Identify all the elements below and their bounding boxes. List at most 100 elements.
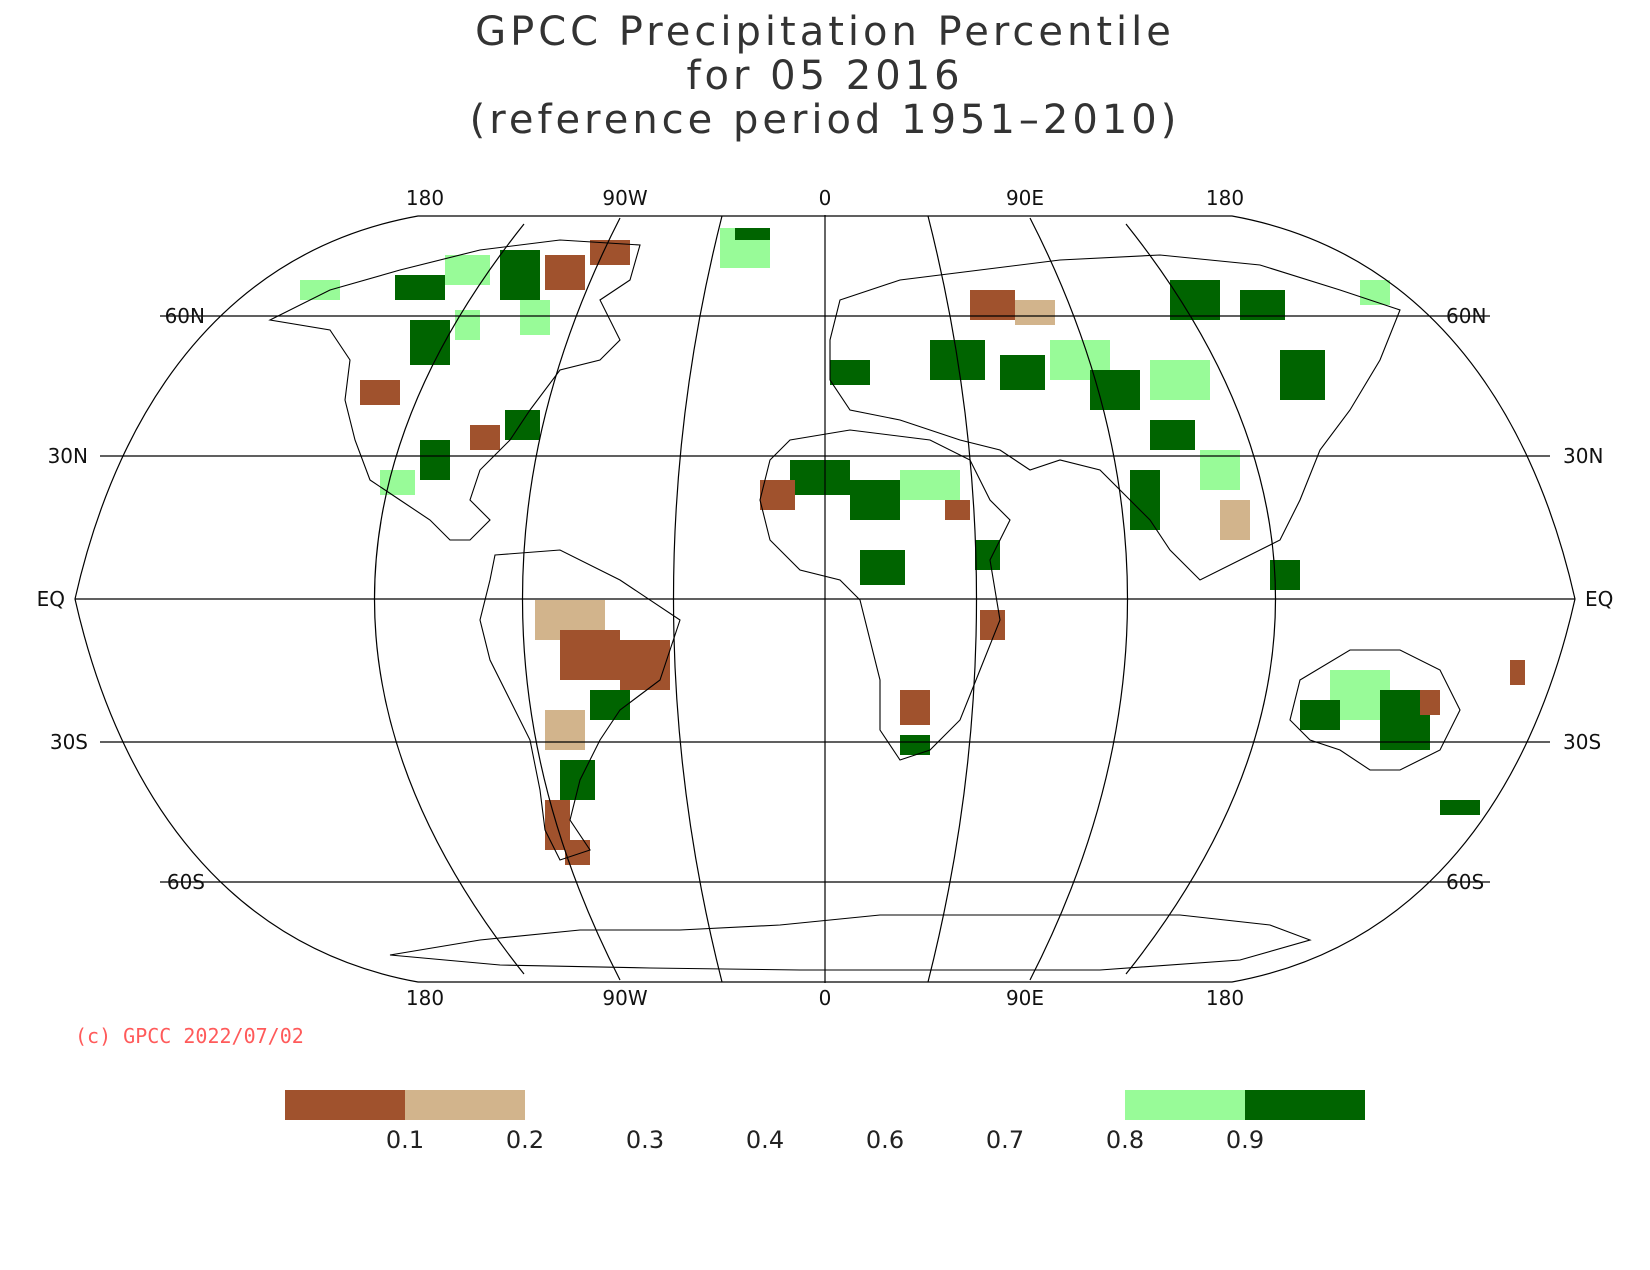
precip-patches: [300, 228, 1525, 865]
patch-wet-strong: [500, 250, 540, 300]
patch-dry-strong: [1510, 660, 1525, 685]
lon-label-top: 180: [1206, 186, 1244, 210]
colorbar-tick-label: 0.4: [745, 1126, 785, 1154]
lat-label-left: EQ: [37, 587, 65, 611]
meridian-45e: [927, 215, 978, 983]
coastlines: [268, 239, 1461, 971]
patch-wet-strong: [1000, 355, 1045, 390]
lon-label-bottom: 0: [819, 986, 832, 1010]
patch-wet-strong: [1150, 420, 1195, 450]
patch-wet-strong: [1440, 800, 1480, 815]
lat-label-right: 60N: [1446, 304, 1486, 328]
patch-dry-strong: [620, 640, 670, 690]
patch-wet-strong: [735, 228, 770, 240]
lat-label-right: 30N: [1563, 444, 1603, 468]
patch-wet-strong: [1280, 350, 1325, 400]
patch-dry-strong: [560, 630, 620, 680]
patch-wet-strong: [975, 540, 1000, 570]
meridian-90e: [1029, 217, 1128, 981]
patch-wet: [455, 310, 480, 340]
patch-dry-strong: [1420, 690, 1440, 715]
lat-label-left: 30S: [50, 730, 88, 754]
lon-label-top: 0: [819, 186, 832, 210]
patch-wet-strong: [395, 275, 445, 300]
coast-south-america: [479, 549, 681, 861]
patch-wet: [900, 470, 960, 500]
patch-dry: [1220, 500, 1250, 540]
lat-label-right: 30S: [1563, 730, 1601, 754]
patch-wet: [1150, 360, 1210, 400]
patch-dry-strong: [760, 480, 795, 510]
lat-label-right: EQ: [1585, 587, 1613, 611]
patch-wet-strong: [900, 735, 930, 755]
lon-label-top: 180: [406, 186, 444, 210]
meridian-45w: [672, 215, 723, 983]
colorbar-swatch-wet-strong: [1245, 1090, 1365, 1120]
copyright-text: (c) GPCC 2022/07/02: [75, 1024, 304, 1048]
lat-label-left: 30N: [48, 444, 88, 468]
colorbar-swatch-wet: [1125, 1090, 1245, 1120]
map-title-line1: GPCC Precipitation Percentile: [475, 9, 1175, 55]
patch-wet-strong: [560, 760, 595, 800]
lon-label-top: 90W: [602, 186, 647, 210]
coast-north-america: [268, 239, 641, 541]
map-outline: [74, 215, 1576, 983]
patch-wet-strong: [830, 360, 870, 385]
patch-wet-strong: [1090, 370, 1140, 410]
colorbar-tick-label: 0.2: [505, 1126, 545, 1154]
patch-wet-strong: [420, 440, 450, 480]
patch-wet-strong: [1170, 280, 1220, 320]
patch-wet-strong: [410, 320, 450, 365]
patch-wet: [520, 300, 550, 335]
graticule-labels: 180 90W 0 90E 180 180 90W 0 90E 180 60N …: [37, 186, 1614, 1010]
patch-wet-strong: [790, 460, 850, 495]
graticule: [74, 215, 1576, 983]
coast-antarctica: [389, 914, 1312, 971]
patch-wet: [380, 470, 415, 495]
colorbar-tick-label: 0.7: [985, 1126, 1025, 1154]
map-title-line2: for 05 2016: [686, 53, 964, 99]
colorbar-tick-label: 0.1: [385, 1126, 425, 1154]
lon-label-bottom: 90E: [1006, 986, 1044, 1010]
patch-wet-strong: [1300, 700, 1340, 730]
meridian-135e: [1125, 223, 1277, 975]
patch-dry: [1015, 300, 1055, 325]
coast-eurasia: [829, 254, 1401, 581]
colorbar-tick-label: 0.8: [1105, 1126, 1145, 1154]
colorbar-tick-label: 0.9: [1225, 1126, 1265, 1154]
patch-dry-strong: [545, 255, 585, 290]
patch-wet: [445, 255, 490, 285]
patch-dry-strong: [470, 425, 500, 450]
lon-label-top: 90E: [1006, 186, 1044, 210]
patch-wet-strong: [1130, 470, 1160, 530]
meridian-90w: [522, 217, 621, 981]
colorbar-swatch-dry: [405, 1090, 525, 1120]
patch-wet: [300, 280, 340, 300]
patch-wet-strong: [1240, 290, 1285, 320]
patch-dry-strong: [980, 610, 1005, 640]
coast-australia: [1289, 649, 1461, 771]
patch-wet: [1200, 450, 1240, 490]
patch-dry-strong: [970, 290, 1015, 320]
patch-dry-strong: [900, 690, 930, 725]
colorbar-swatch-dry-strong: [285, 1090, 405, 1120]
patch-wet-strong: [860, 550, 905, 585]
map-title-line3: (reference period 1951–2010): [469, 97, 1181, 143]
lon-label-bottom: 90W: [602, 986, 647, 1010]
patch-wet-strong: [505, 410, 540, 440]
colorbar-tick-label: 0.6: [865, 1126, 905, 1154]
coast-africa: [759, 429, 1011, 761]
patch-dry-strong: [360, 380, 400, 405]
meridian-135w: [373, 223, 525, 975]
patch-wet-strong: [850, 480, 900, 520]
patch-wet: [1360, 280, 1390, 305]
lon-label-bottom: 180: [406, 986, 444, 1010]
patch-dry: [545, 710, 585, 750]
patch-wet-strong: [590, 690, 630, 720]
lon-label-bottom: 180: [1206, 986, 1244, 1010]
lat-label-left: 60S: [167, 870, 205, 894]
patch-dry-strong: [945, 500, 970, 520]
lat-label-left: 60N: [165, 304, 205, 328]
lat-label-right: 60S: [1446, 870, 1484, 894]
